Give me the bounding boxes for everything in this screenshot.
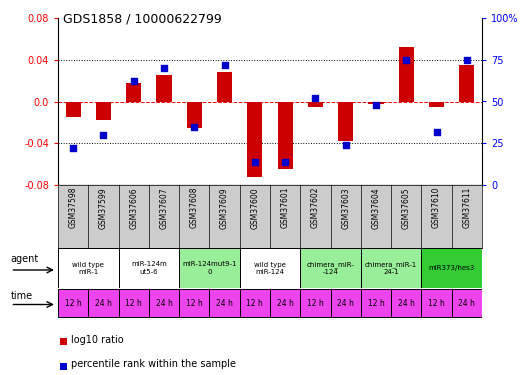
Bar [369, 102, 383, 104]
Bar [361, 248, 421, 288]
Bar [179, 289, 210, 317]
Bar [88, 289, 119, 317]
Text: 24 h: 24 h [398, 298, 414, 307]
Point [129, 78, 138, 84]
Bar [149, 289, 179, 317]
Point [311, 95, 319, 101]
Bar [300, 289, 331, 317]
Bar [240, 248, 300, 288]
Text: time: time [11, 291, 33, 302]
Bar [391, 289, 421, 317]
Bar [308, 102, 323, 107]
Bar [217, 72, 232, 102]
Bar [300, 248, 361, 288]
Text: 12 h: 12 h [247, 298, 263, 307]
Bar [179, 248, 240, 288]
Text: GSM37605: GSM37605 [402, 187, 411, 228]
Text: 12 h: 12 h [307, 298, 324, 307]
Point [160, 65, 168, 71]
Point [402, 57, 410, 63]
Text: 24 h: 24 h [156, 298, 173, 307]
Text: miR373/hes3: miR373/hes3 [429, 265, 475, 271]
Point [220, 62, 229, 68]
Text: 12 h: 12 h [186, 298, 203, 307]
Bar [452, 289, 482, 317]
Text: wild type
miR-1: wild type miR-1 [72, 261, 104, 274]
Text: GSM37603: GSM37603 [341, 187, 350, 228]
Bar [119, 248, 179, 288]
Bar [210, 289, 240, 317]
Bar [240, 289, 270, 317]
Point [281, 159, 289, 165]
Point [190, 123, 199, 129]
Text: wild type
miR-124: wild type miR-124 [254, 261, 286, 274]
Text: miR-124mut9-1
0: miR-124mut9-1 0 [182, 261, 237, 274]
Text: 24 h: 24 h [95, 298, 112, 307]
Bar [270, 289, 300, 317]
Text: 24 h: 24 h [277, 298, 294, 307]
Bar [429, 102, 444, 107]
Point [432, 129, 441, 135]
Bar [96, 102, 111, 120]
Text: 12 h: 12 h [125, 298, 142, 307]
Text: GSM37607: GSM37607 [159, 187, 168, 228]
Bar [126, 83, 142, 102]
Bar [459, 65, 475, 102]
Point [342, 142, 350, 148]
Text: GSM37598: GSM37598 [69, 187, 78, 228]
Bar [65, 102, 81, 117]
Text: log10 ratio: log10 ratio [71, 334, 124, 345]
Bar [361, 289, 391, 317]
Bar [399, 47, 414, 102]
Point [463, 57, 471, 63]
Text: 24 h: 24 h [337, 298, 354, 307]
Text: 24 h: 24 h [216, 298, 233, 307]
Text: chimera_miR-
-124: chimera_miR- -124 [307, 261, 354, 275]
Point [69, 145, 78, 151]
Bar [58, 289, 88, 317]
Bar [338, 102, 353, 141]
Text: agent: agent [11, 254, 39, 264]
Point [372, 102, 380, 108]
Text: GSM37600: GSM37600 [250, 187, 259, 228]
Text: GSM37599: GSM37599 [99, 187, 108, 228]
Bar [58, 248, 119, 288]
Bar [247, 102, 262, 177]
Text: percentile rank within the sample: percentile rank within the sample [71, 359, 236, 369]
Bar [187, 102, 202, 128]
Bar [421, 248, 482, 288]
Text: GSM37604: GSM37604 [372, 187, 381, 228]
Text: 12 h: 12 h [428, 298, 445, 307]
Bar [278, 102, 293, 170]
Text: 24 h: 24 h [458, 298, 475, 307]
Text: chimera_miR-1
24-1: chimera_miR-1 24-1 [365, 261, 417, 275]
Text: miR-124m
ut5-6: miR-124m ut5-6 [131, 261, 167, 274]
Bar [119, 289, 149, 317]
Text: GSM37602: GSM37602 [311, 187, 320, 228]
Bar [60, 363, 67, 369]
Text: GSM37608: GSM37608 [190, 187, 199, 228]
Text: GSM37601: GSM37601 [281, 187, 290, 228]
Bar [331, 289, 361, 317]
Bar [60, 338, 67, 345]
Bar [156, 75, 172, 102]
Text: 12 h: 12 h [65, 298, 81, 307]
Text: GSM37611: GSM37611 [463, 187, 472, 228]
Text: GSM37609: GSM37609 [220, 187, 229, 228]
Text: GSM37610: GSM37610 [432, 187, 441, 228]
Point [251, 159, 259, 165]
Text: 12 h: 12 h [367, 298, 384, 307]
Text: GSM37606: GSM37606 [129, 187, 138, 228]
Bar [421, 289, 452, 317]
Point [99, 132, 108, 138]
Text: GDS1858 / 10000622799: GDS1858 / 10000622799 [63, 12, 222, 25]
